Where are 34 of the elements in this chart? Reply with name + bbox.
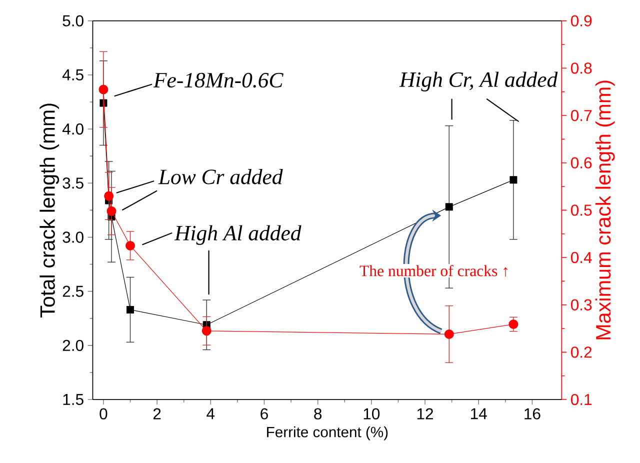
x-tick-label: 14	[471, 408, 487, 420]
x-tick-label: 0	[100, 408, 108, 420]
y-tick-label: 3.0	[62, 232, 84, 243]
y2-tick-label: 0.3	[570, 299, 592, 310]
y2-tick-label: 0.7	[570, 110, 592, 122]
y-tick-label: 3.5	[62, 178, 84, 189]
x-tick-label: 12	[417, 408, 434, 420]
y-tick-label: 2.5	[62, 286, 84, 297]
x-tick-label: 8	[314, 408, 322, 420]
annotation: Low Cr added	[158, 168, 283, 184]
x-tick-label: 4	[206, 408, 215, 420]
y2-tick-label: 0.6	[570, 157, 592, 168]
y-tick-label: 4.0	[62, 123, 84, 135]
annotation: High Cr, Al added	[399, 72, 558, 92]
y2-tick-label: 0.8	[570, 62, 592, 74]
annotation: High Al added	[174, 225, 302, 245]
annotation: The number of cracks ↑	[360, 264, 508, 277]
y2-tick-label: 0.9	[570, 15, 592, 26]
y-tick-label: 5.0	[62, 15, 84, 26]
x-tick-label: 2	[153, 408, 161, 420]
y-axis-title: Total crack length (mm)	[40, 104, 60, 318]
x-tick-label: 6	[260, 408, 268, 420]
y-tick-label: 4.5	[62, 69, 84, 80]
y-tick-label: 2.0	[62, 340, 84, 352]
x-tick-label: 10	[364, 408, 380, 420]
x-tick-label: 16	[524, 408, 540, 420]
y2-axis-title: Maximum crack length (mm)	[595, 80, 615, 340]
y2-tick-label: 0.5	[570, 204, 592, 216]
y2-tick-label: 0.2	[570, 346, 592, 358]
annotation: Fe-18Mn-0.6C	[153, 72, 284, 88]
y-tick-label: 1.5	[63, 394, 84, 406]
y2-tick-label: 0.1	[570, 394, 592, 406]
x-axis-title: Ferrite content (%)	[267, 426, 388, 440]
y2-tick-label: 0.4	[570, 252, 592, 264]
